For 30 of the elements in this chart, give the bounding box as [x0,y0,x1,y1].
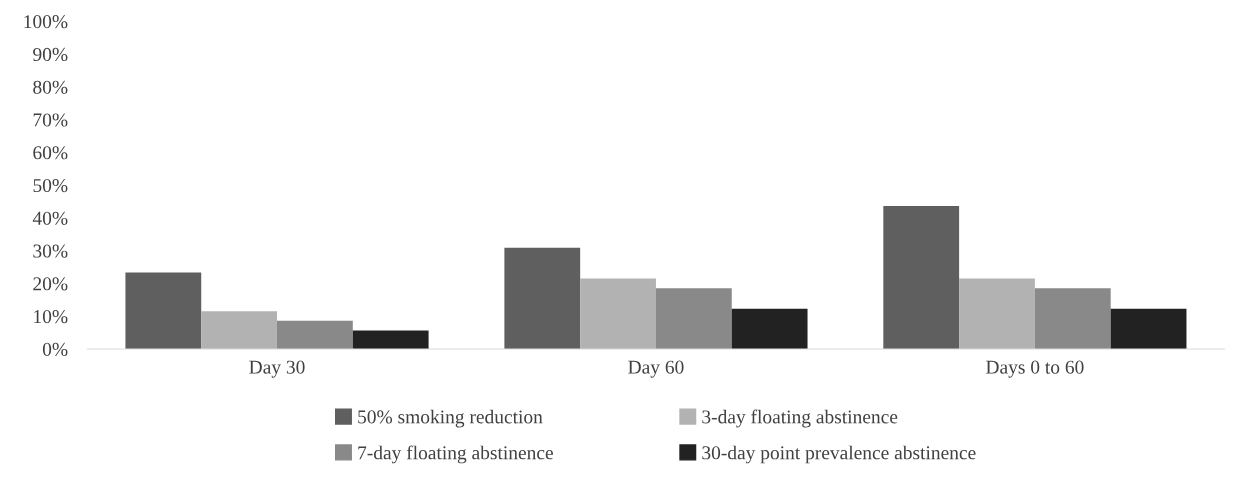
y-tick-label: 100% [24,15,68,29]
x-tick-label: Day 30 [249,360,305,378]
legend-label: 3-day floating abstinence [702,409,898,428]
bar [201,311,278,349]
bar [655,288,732,349]
y-tick-label: 70% [33,113,68,127]
y-tick-label: 20% [33,277,68,291]
legend-label: 30-day point prevalence abstinence [702,445,976,464]
y-tick-label: 0% [42,342,68,356]
bar [1034,288,1111,349]
bar [731,308,808,349]
y-tick-label: 90% [33,47,68,62]
y-tick-label: 60% [33,146,68,160]
x-tick-label: Days 0 to 60 [986,360,1084,378]
legend-label: 50% smoking reduction [358,409,543,428]
y-tick-label: 80% [33,80,68,94]
x-tick-label: Day 60 [628,360,684,378]
y-tick-label: 30% [33,244,68,258]
bar [959,278,1035,349]
bar [277,320,353,349]
y-tick-label: 40% [32,211,68,225]
bar [125,272,202,349]
y-tick-label: 50% [33,178,68,193]
bar [352,330,429,349]
bar [504,247,581,349]
legend-label: 7-day floating abstinence [358,445,553,464]
bar [883,206,960,349]
bar [580,278,656,349]
bar [1110,308,1187,349]
y-tick-label: 10% [34,310,68,324]
